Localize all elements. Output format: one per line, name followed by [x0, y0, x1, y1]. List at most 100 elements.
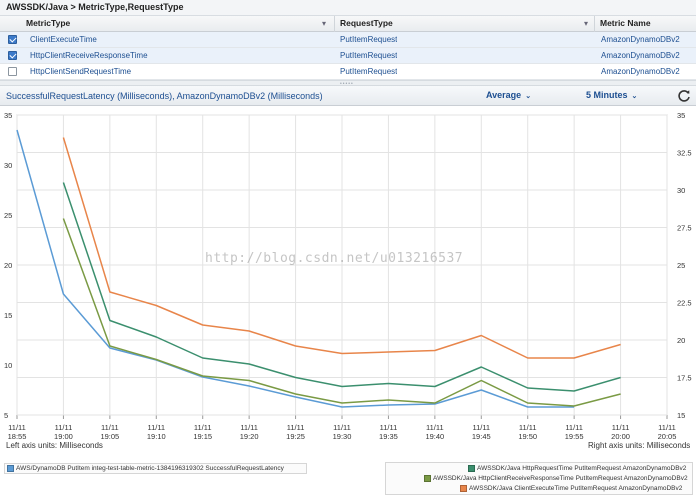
legend-label: AWSSDK/Java HttpClientReceiveResponseTim… — [433, 475, 688, 483]
legend-label: AWSSDK/Java ClientExecuteTime PutItemReq… — [469, 485, 683, 493]
left-axis-tick-label: 30 — [4, 161, 12, 170]
x-tick-label: 20:00 — [611, 432, 630, 441]
left-axis-tick-label: 5 — [4, 411, 8, 420]
series-line — [62, 182, 621, 392]
x-tick-date: 11/11 — [8, 423, 26, 432]
table-header-row: MetricType ▾ RequestType ▾ Metric Name — [0, 16, 696, 32]
series-line — [16, 129, 575, 408]
chevron-down-icon: ⌄ — [631, 93, 638, 100]
left-axis-tick-label: 10 — [4, 361, 12, 370]
request-type-cell: PutItemRequest — [340, 51, 398, 60]
x-tick-label: 19:35 — [379, 432, 398, 441]
x-tick-date: 11/11 — [55, 423, 73, 432]
statistic-dropdown-label: Average — [486, 90, 522, 100]
chart-area: 11/11 18:55 11/11 19:00 11/11 19:05 11/11 19:10… — [0, 106, 696, 498]
right-axis-tick-label: 30 — [677, 186, 685, 195]
series-line — [62, 218, 621, 407]
period-dropdown-label: 5 Minutes — [586, 90, 628, 100]
metric-name-cell: AmazonDynamoDBv2 — [601, 35, 680, 44]
column-divider[interactable] — [334, 16, 335, 32]
legend-item[interactable]: AWSSDK/Java HttpClientReceiveResponseTim… — [424, 475, 688, 482]
x-tick-date: 11/11 — [380, 423, 398, 432]
chevron-down-icon: ⌄ — [525, 93, 532, 100]
x-tick-label: 19:15 — [193, 432, 212, 441]
x-tick-label: 19:50 — [518, 432, 537, 441]
table-row[interactable]: HttpClientReceiveResponseTime PutItemReq… — [0, 48, 696, 64]
x-tick-date: 11/11 — [612, 423, 630, 432]
panel-splitter[interactable]: ••••• — [0, 80, 696, 87]
x-tick-date: 11/11 — [333, 423, 351, 432]
legend-label: AWSSDK/Java HttpRequestTime PutItemReque… — [477, 465, 687, 473]
left-axis-tick-label: 35 — [4, 111, 12, 120]
column-divider[interactable] — [594, 16, 595, 32]
header-metric-type[interactable]: MetricType — [26, 18, 71, 28]
left-legend: AWS/DynamoDB PutItem integ-test-table-me… — [4, 463, 307, 474]
left-axis-note: Left axis units: Milliseconds — [6, 441, 103, 450]
x-tick-date: 11/11 — [565, 423, 583, 432]
refresh-icon[interactable] — [676, 88, 692, 104]
right-axis-tick-label: 35 — [677, 111, 685, 120]
request-type-cell: PutItemRequest — [340, 67, 398, 76]
x-tick-label: 19:55 — [565, 432, 584, 441]
latency-chart: 11/1118:5511/1119:0011/1119:0511/1119:10… — [4, 111, 692, 441]
left-axis-tick-label: 15 — [4, 311, 12, 320]
x-tick-label: 19:45 — [472, 432, 491, 441]
legend-item[interactable]: AWSSDK/Java ClientExecuteTime PutItemReq… — [460, 485, 682, 492]
right-axis-note: Right axis units: Milliseconds — [588, 441, 691, 450]
checkbox-icon[interactable] — [8, 35, 17, 44]
watermark-text: http://blog.csdn.net/u013216537 — [205, 251, 464, 266]
checkbox-icon[interactable] — [8, 51, 17, 60]
right-legend: AWSSDK/Java HttpRequestTime PutItemReque… — [385, 462, 693, 495]
legend-swatch — [424, 475, 431, 482]
right-axis-tick-label: 20 — [677, 336, 685, 345]
x-tick-label: 19:10 — [147, 432, 166, 441]
x-tick-date: 11/11 — [147, 423, 165, 432]
x-tick-date: 11/11 — [472, 423, 490, 432]
table-row[interactable]: HttpClientSendRequestTime PutItemRequest… — [0, 64, 696, 80]
series-line — [62, 137, 621, 359]
metric-type-cell: HttpClientReceiveResponseTime — [30, 51, 148, 60]
x-tick-date: 11/11 — [658, 423, 676, 432]
drag-handle-icon[interactable]: ••••• — [340, 81, 354, 87]
table-row[interactable]: ClientExecuteTime PutItemRequest AmazonD… — [0, 32, 696, 48]
right-axis-tick-label: 25 — [677, 261, 685, 270]
header-request-type[interactable]: RequestType — [340, 18, 393, 28]
left-axis-tick-label: 25 — [4, 211, 12, 220]
x-tick-date: 11/11 — [426, 423, 444, 432]
legend-item[interactable]: AWS/DynamoDB PutItem integ-test-table-me… — [7, 465, 284, 472]
metric-name-cell: AmazonDynamoDBv2 — [601, 67, 680, 76]
right-axis-tick-label: 17.5 — [677, 374, 692, 383]
x-tick-date: 11/11 — [101, 423, 119, 432]
x-tick-date: 11/11 — [287, 423, 305, 432]
x-tick-label: 20:05 — [658, 432, 677, 441]
x-tick-date: 11/11 — [240, 423, 258, 432]
statistic-dropdown[interactable]: Average ⌄ — [486, 90, 531, 100]
header-metric-name[interactable]: Metric Name — [600, 18, 651, 28]
legend-label: AWS/DynamoDB PutItem integ-test-table-me… — [16, 465, 284, 473]
x-tick-label: 19:25 — [286, 432, 305, 441]
x-tick-date: 11/11 — [194, 423, 212, 432]
left-axis-tick-label: 20 — [4, 261, 12, 270]
x-tick-date: 11/11 — [519, 423, 537, 432]
right-axis-tick-label: 15 — [677, 411, 685, 420]
x-tick-label: 18:55 — [8, 432, 27, 441]
right-axis-tick-label: 27.5 — [677, 224, 692, 233]
x-tick-label: 19:30 — [333, 432, 352, 441]
x-tick-label: 19:20 — [240, 432, 259, 441]
legend-swatch — [460, 485, 467, 492]
graph-title: SuccessfulRequestLatency (Milliseconds),… — [6, 91, 323, 101]
breadcrumb: AWSSDK/Java > MetricType,RequestType — [0, 0, 696, 16]
period-dropdown[interactable]: 5 Minutes ⌄ — [586, 90, 637, 100]
legend-item[interactable]: AWSSDK/Java HttpRequestTime PutItemReque… — [468, 465, 686, 472]
x-tick-label: 19:00 — [54, 432, 73, 441]
chevron-down-icon[interactable]: ▾ — [322, 19, 327, 28]
metric-type-cell: HttpClientSendRequestTime — [30, 67, 132, 76]
metric-type-cell: ClientExecuteTime — [30, 35, 97, 44]
legend-swatch — [7, 465, 14, 472]
checkbox-icon[interactable] — [8, 67, 17, 76]
x-tick-label: 19:05 — [100, 432, 119, 441]
x-tick-label: 19:40 — [425, 432, 444, 441]
graph-header: SuccessfulRequestLatency (Milliseconds),… — [0, 86, 696, 106]
request-type-cell: PutItemRequest — [340, 35, 398, 44]
chevron-down-icon[interactable]: ▾ — [584, 19, 589, 28]
